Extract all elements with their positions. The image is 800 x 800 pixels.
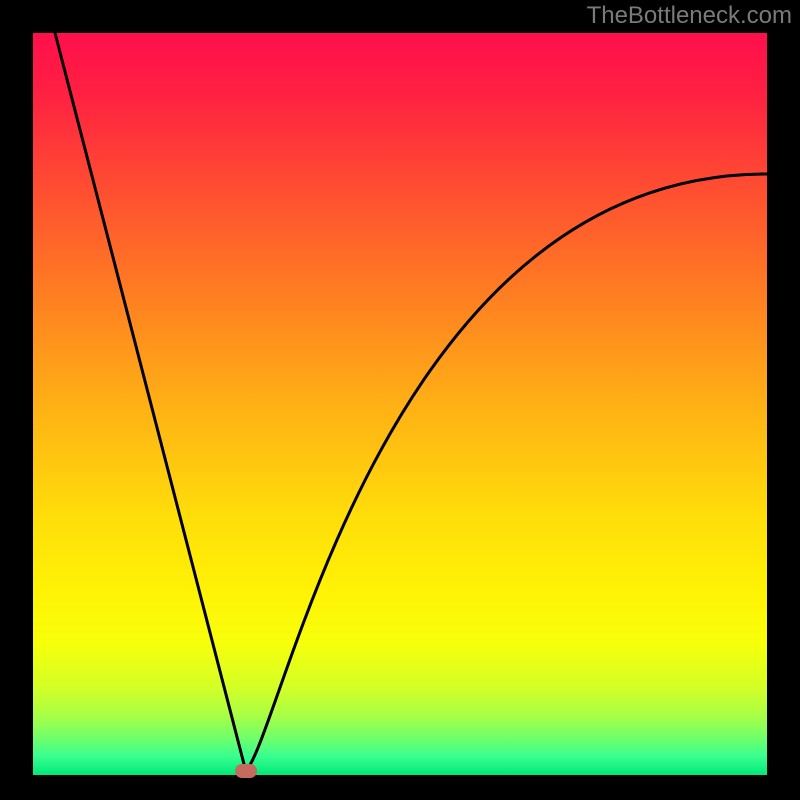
watermark-text: TheBottleneck.com [587, 2, 792, 30]
min-point-marker [235, 764, 257, 778]
curve-layer [33, 33, 767, 775]
left-curve [55, 33, 246, 771]
right-curve [246, 174, 767, 771]
plot-area [33, 33, 767, 775]
chart-container: TheBottleneck.com [0, 0, 800, 800]
